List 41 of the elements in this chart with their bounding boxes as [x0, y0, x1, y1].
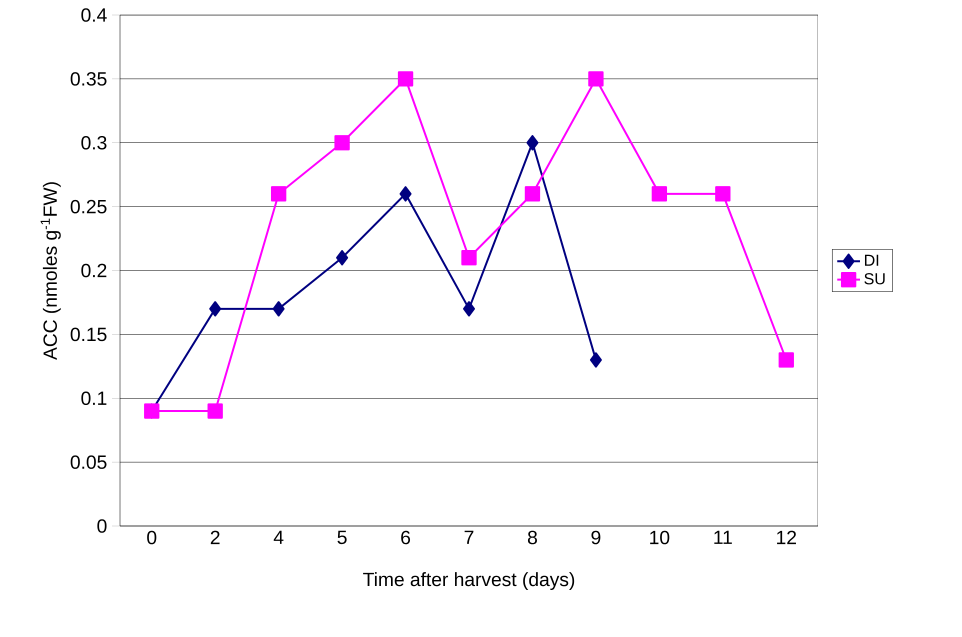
point — [334, 135, 350, 150]
legend-label: DI — [864, 254, 878, 266]
y-tick-label: 0.25 — [70, 200, 106, 214]
y-tick-label: 0.4 — [81, 8, 107, 22]
point — [524, 186, 540, 202]
y-axis-title: ACC (nmoles g$^{-1}$FW) — [40, 182, 61, 360]
x-tick-label: 12 — [777, 530, 796, 544]
x-tick-label: 9 — [591, 530, 600, 544]
x-tick-label: 11 — [714, 530, 732, 544]
point — [526, 135, 538, 150]
point — [463, 301, 476, 316]
point — [272, 301, 285, 316]
y-tick-label: 0.05 — [70, 455, 106, 469]
point — [715, 186, 730, 202]
x-axis-title: Time after harvest (days) — [363, 572, 574, 590]
point — [652, 186, 668, 202]
point — [336, 250, 348, 266]
x-tick-label: 5 — [338, 530, 347, 544]
point — [398, 71, 414, 87]
y-tick-label: 0.1 — [81, 391, 106, 406]
x-tick-label: 0 — [147, 530, 156, 544]
point — [778, 352, 794, 368]
point — [461, 250, 477, 266]
x-tick-label: 2 — [210, 530, 220, 544]
point — [590, 352, 602, 368]
x-tick-label: 6 — [401, 530, 410, 544]
x-tick-label: 8 — [528, 530, 537, 544]
y-tick-label: 0.15 — [70, 328, 106, 342]
y-tick-label: 0.35 — [70, 72, 106, 86]
y-tick-label: 0 — [97, 519, 107, 533]
point — [400, 186, 412, 202]
point — [209, 301, 222, 316]
x-tick-label: 10 — [650, 530, 670, 544]
legend-label: SU — [864, 273, 885, 284]
y-tick-label: 0.3 — [81, 136, 106, 150]
point — [270, 186, 286, 202]
x-tick-label: 7 — [464, 530, 474, 544]
point — [588, 71, 604, 87]
x-tick-label: 4 — [274, 530, 284, 544]
y-tick-label: 0.2 — [81, 264, 106, 278]
point — [208, 403, 223, 419]
